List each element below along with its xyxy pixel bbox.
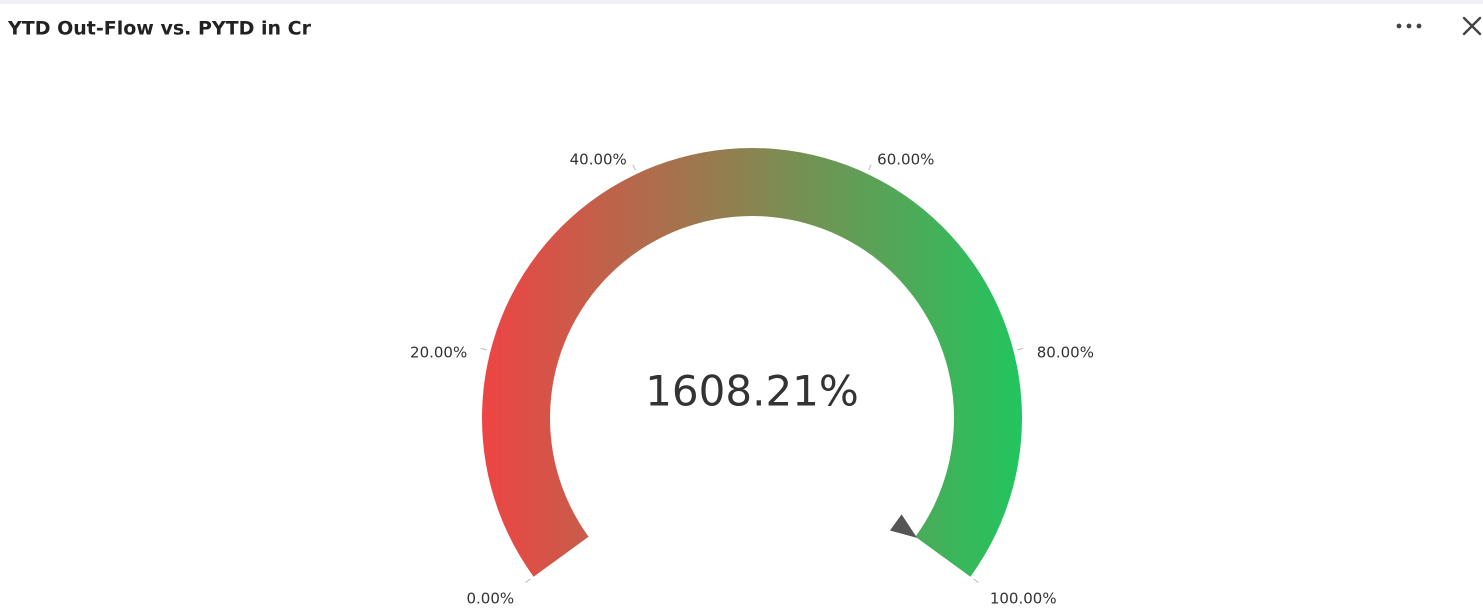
tick-mark — [480, 347, 487, 351]
more-options[interactable] — [1396, 23, 1422, 29]
tick-mark — [632, 164, 636, 171]
tick-mark — [868, 164, 872, 171]
tick-label: 0.00% — [466, 589, 514, 607]
tick-label: 20.00% — [410, 343, 467, 361]
tick-label: 100.00% — [990, 589, 1057, 607]
top-border — [0, 0, 1483, 4]
tick-label: 40.00% — [570, 150, 627, 168]
close-button[interactable] — [1462, 16, 1482, 36]
tick-mark — [525, 578, 531, 583]
chart-title: YTD Out-Flow vs. PYTD in Cr — [7, 18, 312, 40]
gauge-band — [482, 147, 1022, 577]
gauge-pointer — [889, 514, 918, 538]
gauge-value: 1608.21% — [645, 367, 859, 416]
tick-mark — [973, 578, 979, 583]
tick-label: 60.00% — [877, 150, 934, 168]
tick-mark — [1017, 347, 1024, 351]
tick-label: 80.00% — [1037, 343, 1094, 361]
